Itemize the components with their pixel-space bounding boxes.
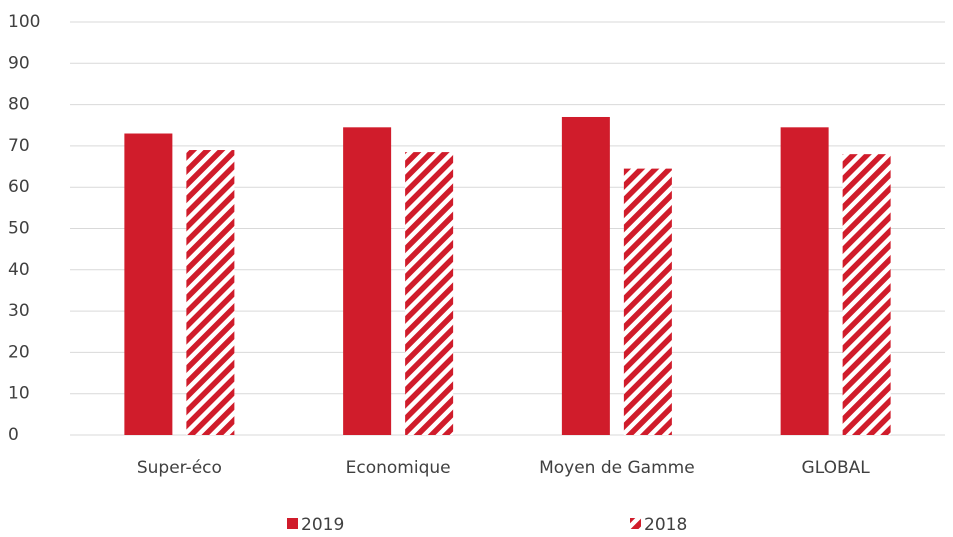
y-tick-label: 40 bbox=[8, 260, 30, 280]
y-tick-label: 50 bbox=[8, 219, 30, 239]
y-tick-label: 70 bbox=[8, 136, 30, 156]
y-tick-label: 0 bbox=[8, 425, 19, 445]
y-tick-label: 10 bbox=[8, 384, 30, 404]
bar bbox=[780, 127, 829, 435]
x-tick-label: Moyen de Gamme bbox=[539, 458, 695, 478]
x-tick-label: GLOBAL bbox=[802, 458, 871, 478]
y-tick-label: 80 bbox=[8, 95, 30, 115]
x-tick-label: Economique bbox=[346, 458, 451, 478]
y-tick-label: 90 bbox=[8, 53, 30, 73]
bar bbox=[842, 154, 891, 435]
bar bbox=[343, 127, 392, 435]
y-tick-label: 20 bbox=[8, 342, 30, 362]
y-tick-label: 100 bbox=[8, 12, 40, 32]
legend-swatch bbox=[630, 518, 641, 529]
y-tick-label: 30 bbox=[8, 301, 30, 321]
bar bbox=[186, 150, 235, 435]
legend-label: 2018 bbox=[644, 515, 687, 535]
bar bbox=[124, 133, 173, 435]
bar bbox=[405, 152, 454, 435]
y-tick-label: 60 bbox=[8, 177, 30, 197]
x-tick-label: Super-éco bbox=[137, 458, 222, 478]
bar bbox=[623, 168, 672, 436]
legend-label: 2019 bbox=[301, 515, 344, 535]
bar bbox=[561, 116, 610, 436]
legend-swatch bbox=[287, 518, 298, 529]
